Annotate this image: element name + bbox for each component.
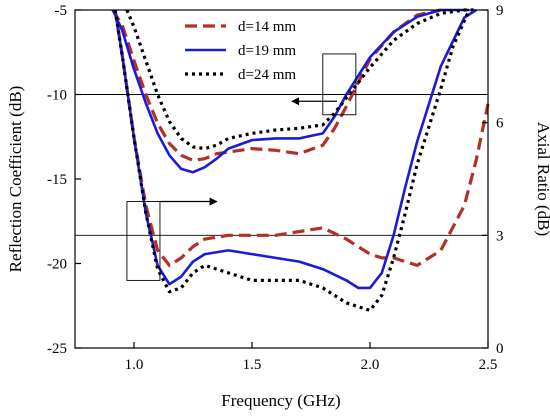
series-line-3: [113, 9, 490, 267]
plot-background: [75, 10, 488, 348]
x-tick-label: 2.5: [479, 357, 498, 373]
legend-label-1: d=19 mm: [238, 43, 296, 59]
x-tick-label: 1.5: [243, 357, 262, 373]
series-line-5: [113, 9, 471, 312]
series-line-4: [113, 8, 477, 290]
legend-label-2: d=24 mm: [238, 67, 296, 83]
left-tick-label: -20: [47, 257, 67, 273]
annotation-box-0: [322, 53, 357, 116]
left-tick-label: -15: [47, 172, 67, 188]
series-line-1: [111, 8, 470, 174]
right-tick-label: 9: [496, 3, 504, 19]
legend: d=14 mm d=19 mm d=24 mm: [185, 19, 296, 83]
left-tick-label: -5: [55, 3, 68, 19]
legend-label-0: d=14 mm: [238, 19, 296, 35]
x-axis-ticks: 1.0 1.5 2.0 2.5: [125, 342, 498, 373]
left-axis-title: Reflection Coefficient (dB): [6, 86, 25, 273]
left-tick-label: -10: [47, 88, 67, 104]
annotations: [126, 53, 357, 281]
right-tick-label: 3: [496, 228, 504, 244]
series-line-2: [125, 8, 477, 151]
right-axis-ticks: 0 3 6 9: [482, 3, 504, 357]
right-tick-label: 6: [496, 116, 504, 132]
series-group: [111, 8, 490, 312]
x-tick-label: 1.0: [125, 357, 144, 373]
x-tick-label: 2.0: [361, 357, 380, 373]
right-tick-label: 0: [496, 341, 504, 357]
left-tick-label: -25: [47, 341, 67, 357]
right-axis-title: Axial Ratio (dB): [534, 122, 550, 236]
annotation-box-2: [126, 201, 161, 281]
series-line-0: [111, 8, 442, 162]
left-axis-ticks: -25 -20 -15 -10 -5: [47, 3, 81, 357]
x-axis-title: Frequency (GHz): [221, 391, 340, 410]
